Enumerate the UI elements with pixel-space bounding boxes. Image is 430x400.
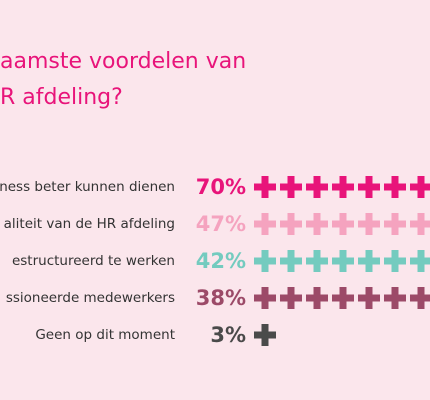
chart-row: aliteit van de HR afdeling 47% [0, 205, 430, 243]
chart-row: ssioneerde medewerkers 38% [0, 279, 430, 317]
plus-icon [384, 213, 406, 235]
plus-marks [254, 250, 430, 272]
plus-marks [254, 213, 430, 235]
category-label: aliteit van de HR afdeling [3, 216, 175, 232]
plus-icon [254, 176, 276, 198]
chart-title: aamste voordelen van R afdeling? [0, 44, 430, 116]
plus-icon [280, 250, 302, 272]
value-label: 3% [210, 323, 246, 347]
plus-icon [306, 250, 328, 272]
plus-marks [254, 324, 276, 346]
plus-icon [254, 287, 276, 309]
plus-icon [332, 287, 354, 309]
plus-icon [384, 176, 406, 198]
plus-icon [332, 250, 354, 272]
plus-icon [384, 287, 406, 309]
plus-icon [410, 250, 430, 272]
chart-row: ness beter kunnen dienen 70% [0, 168, 430, 206]
plus-icon [306, 287, 328, 309]
plus-icon [280, 213, 302, 235]
plus-marks [254, 176, 430, 198]
plus-icon [306, 213, 328, 235]
plus-icon [410, 213, 430, 235]
plus-icon [280, 176, 302, 198]
value-label: 47% [195, 212, 246, 236]
plus-icon [254, 213, 276, 235]
plus-icon [280, 287, 302, 309]
plus-icon [358, 176, 380, 198]
plus-icon [254, 324, 276, 346]
category-label: estructureerd te werken [11, 253, 175, 269]
category-label: ssioneerde medewerkers [5, 290, 175, 306]
plus-icon [358, 287, 380, 309]
value-label: 70% [195, 175, 246, 199]
chart-title-line-1: aamste voordelen van [0, 49, 247, 74]
category-label: ness beter kunnen dienen [0, 179, 175, 195]
chart-row: Geen op dit moment 3% [0, 316, 430, 354]
plus-icon [384, 250, 406, 272]
plus-icon [332, 176, 354, 198]
plus-icon [358, 213, 380, 235]
plus-icon [254, 250, 276, 272]
category-label: Geen op dit moment [35, 327, 175, 343]
plus-marks [254, 287, 430, 309]
value-label: 38% [195, 286, 246, 310]
plus-icon [358, 250, 380, 272]
chart-row: estructureerd te werken 42% [0, 242, 430, 280]
plus-icon [410, 287, 430, 309]
plus-icon [410, 176, 430, 198]
value-label: 42% [195, 249, 246, 273]
chart-title-line-2: R afdeling? [0, 85, 123, 110]
plus-icon [306, 176, 328, 198]
plus-icon [332, 213, 354, 235]
